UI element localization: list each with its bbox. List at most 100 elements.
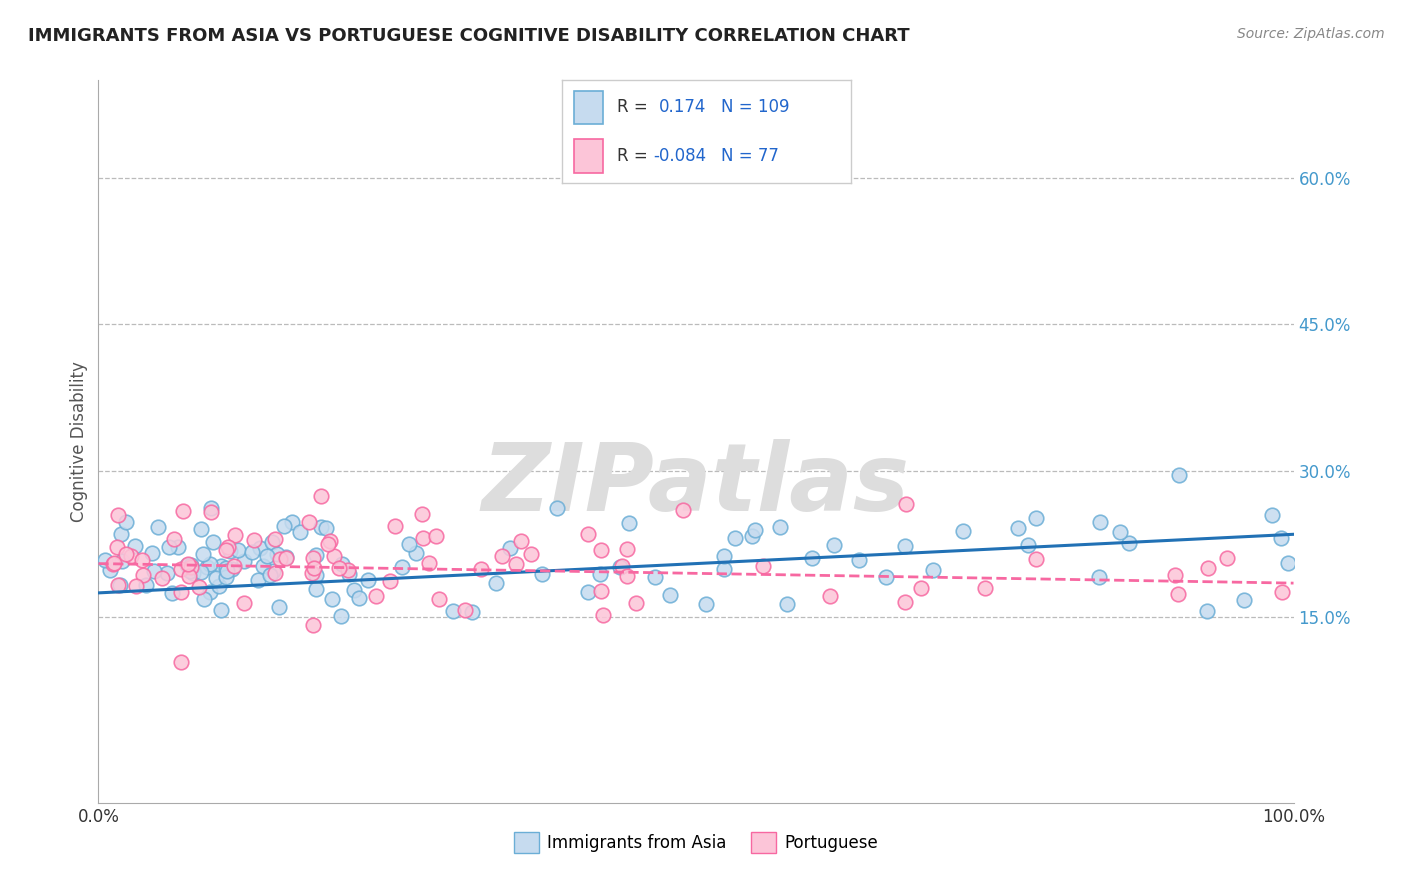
Point [209,558,232,573]
Point [143,564,166,578]
Point [644,570,666,584]
Point [259,567,281,582]
Point [1164,567,1187,582]
Point [624,596,647,610]
Point [713,549,735,563]
Point [1216,550,1239,565]
Point [200,505,222,519]
Point [195,559,218,574]
Point [800,551,823,566]
Point [1195,604,1218,618]
Point [249,541,271,555]
Point [1271,585,1294,599]
Point [193,591,215,606]
Point [398,537,420,551]
Legend: Immigrants from Asia, Portuguese: Immigrants from Asia, Portuguese [508,826,884,860]
Text: ZIPatlas: ZIPatlas [482,439,910,531]
Point [115,547,138,561]
Point [146,520,169,534]
Point [576,526,599,541]
Point [269,599,291,614]
Point [215,542,238,557]
Point [302,561,325,575]
Point [1017,538,1039,552]
Point [744,523,766,537]
Point [1168,467,1191,482]
Point [256,549,278,564]
Point [208,579,231,593]
Point [232,595,254,609]
Point [181,566,204,580]
Point [240,545,263,559]
Point [470,562,492,576]
Point [530,566,553,581]
Point [273,519,295,533]
Point [1118,536,1140,550]
FancyBboxPatch shape [574,91,603,124]
Point [276,550,298,565]
Point [1025,551,1047,566]
Point [202,534,225,549]
Point [215,570,238,584]
Point [311,489,333,503]
Point [1197,561,1219,575]
Point [411,508,433,522]
Point [875,569,897,583]
Point [357,573,380,587]
Point [974,582,997,596]
Point [269,552,291,566]
Point [412,531,434,545]
Point [157,540,180,554]
Point [98,564,121,578]
Point [323,549,346,563]
Point [1088,570,1111,584]
Point [1090,515,1112,529]
Point [170,585,193,599]
Point [366,589,388,603]
Point [1270,531,1292,545]
Point [315,521,337,535]
Point [1025,511,1047,525]
Point [752,558,775,573]
Point [125,579,148,593]
Point [110,527,132,541]
Point [224,559,246,574]
Point [589,584,612,599]
Text: 0.174: 0.174 [659,98,707,116]
Point [215,561,238,575]
Point [217,541,239,555]
Point [209,603,232,617]
Point [330,608,353,623]
Point [441,604,464,618]
Point [391,559,413,574]
Point [818,589,841,603]
Point [221,562,243,576]
Point [219,544,242,558]
Point [546,501,568,516]
Point [262,564,284,578]
Point [741,529,763,543]
Point [305,549,328,563]
Point [499,541,522,555]
Point [695,597,717,611]
Point [1007,521,1029,535]
Point [260,535,283,549]
Point [1233,593,1256,607]
Text: N = 77: N = 77 [721,147,779,165]
Point [187,580,209,594]
Point [190,565,212,579]
Point [160,585,183,599]
Point [893,594,915,608]
Point [156,566,179,580]
Point [166,541,188,555]
Point [111,554,134,568]
Point [319,534,342,549]
Point [200,501,222,516]
Point [343,583,366,598]
Point [461,606,484,620]
Point [380,574,402,589]
Point [922,563,945,577]
Point [198,557,221,571]
Point [454,603,477,617]
Text: N = 109: N = 109 [721,98,789,116]
